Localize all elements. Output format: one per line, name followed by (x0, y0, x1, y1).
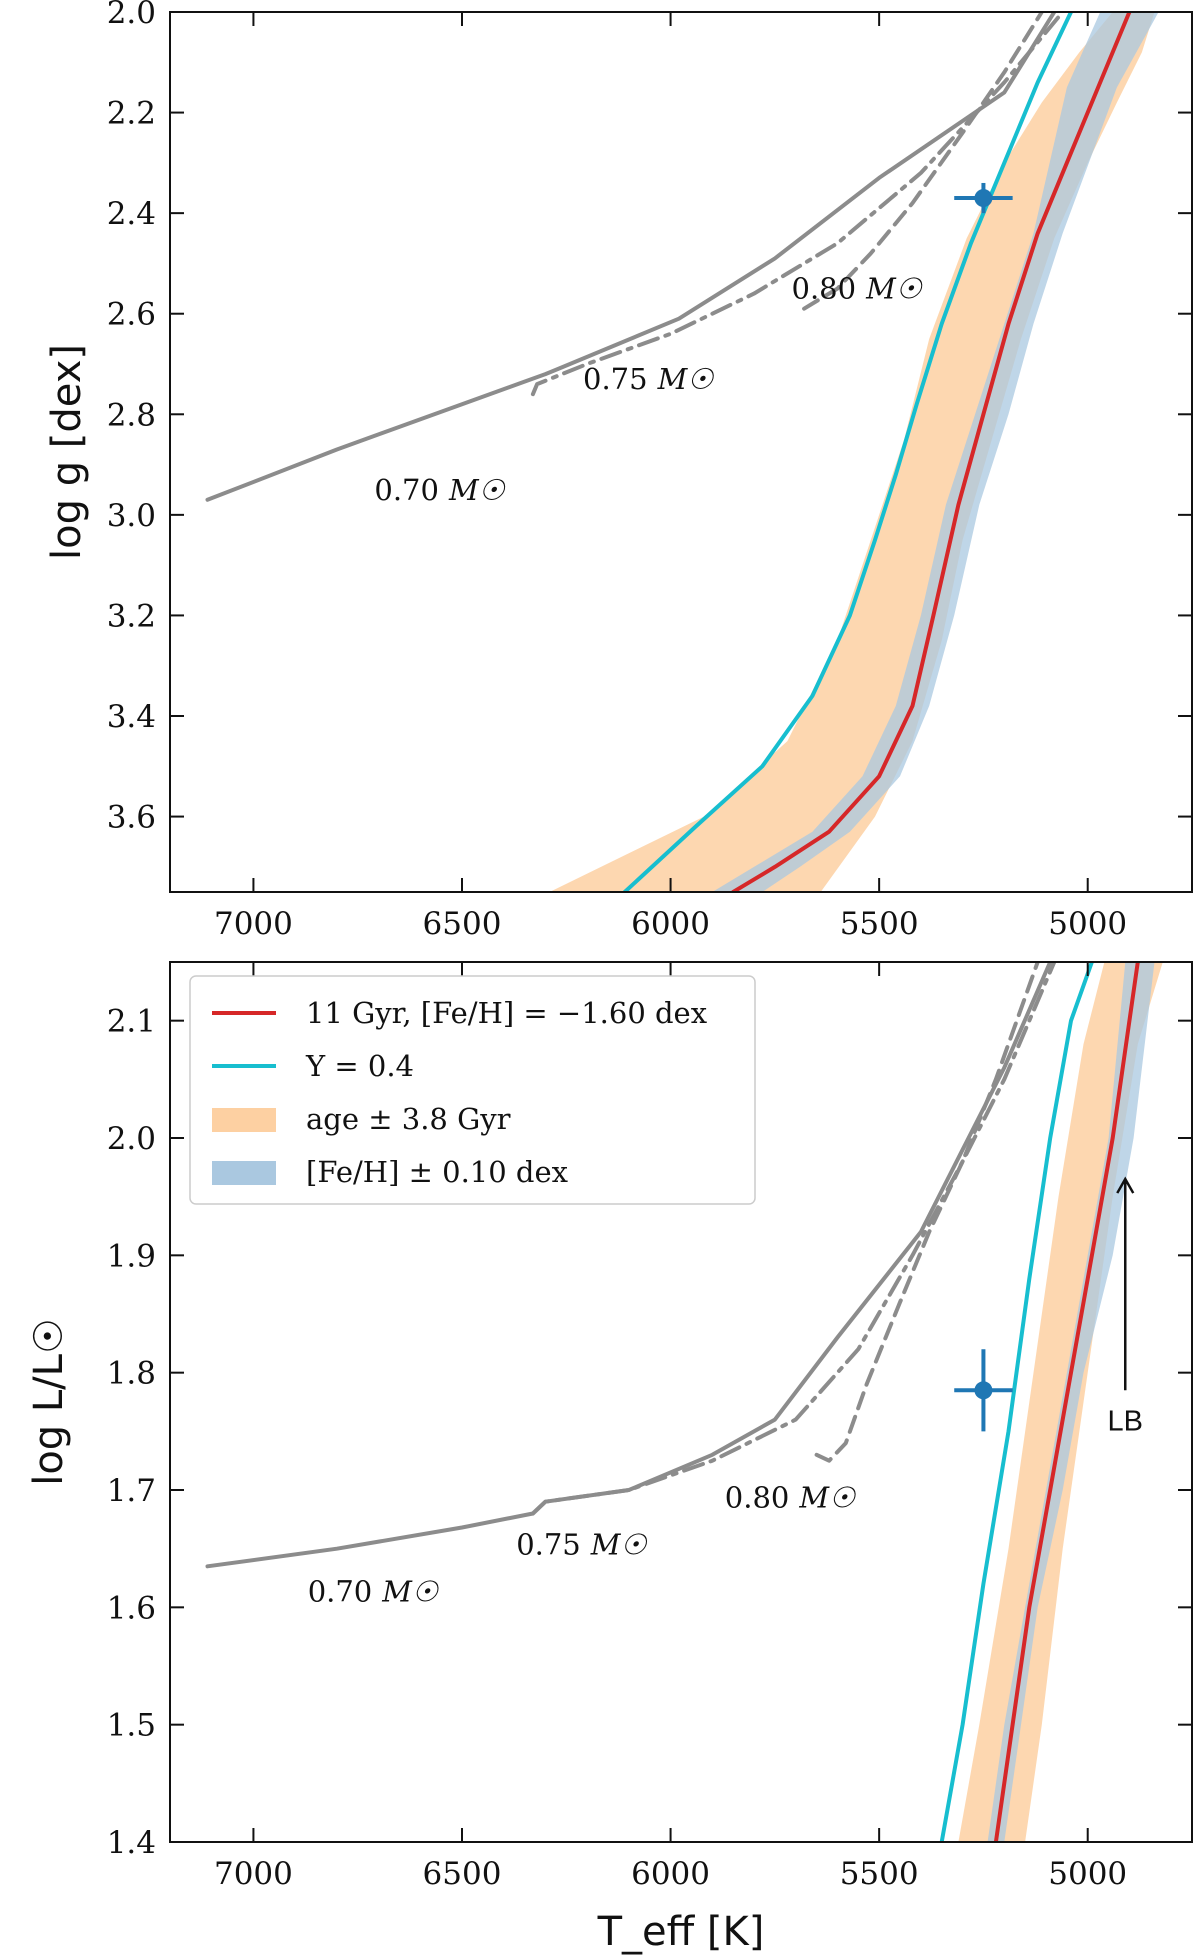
x-tick-label: 5500 (840, 1856, 919, 1892)
helium-line (939, 962, 1094, 1842)
x-tick-label: 5000 (1048, 1856, 1127, 1892)
x-tick-label: 6500 (423, 1856, 502, 1892)
band-feh (712, 12, 1159, 892)
bands-bottom (958, 962, 1163, 1842)
x-tick-label: 6500 (423, 906, 502, 942)
y-tick-label: 3.6 (107, 800, 156, 836)
ticks-bottom: 7000 6500 6000 5500 5000 1.4 1.5 1.6 1.7 1.8 1.9 2.… (107, 962, 1192, 1892)
mass-labels-bottom: 0.70 M☉ 0.75 M☉ 0.80 M☉ (308, 1481, 856, 1609)
mass-label-0.75: 0.75 M☉ (516, 1528, 647, 1562)
y-tick-label: 1.5 (107, 1708, 156, 1744)
y-tick-label: 1.7 (107, 1473, 156, 1509)
y-tick-label: 3.4 (107, 699, 156, 735)
legend-label-age: age ± 3.8 Gyr (306, 1102, 511, 1136)
y-tick-label: 2.2 (107, 96, 156, 132)
mass-label-0.80: 0.80 M☉ (725, 1481, 856, 1515)
legend-swatch-feh (212, 1161, 276, 1185)
y-axis-label-bottom: log L/L☉ (26, 1318, 72, 1486)
mass-track-2 (530, 962, 1057, 1516)
observed-star-marker (974, 189, 993, 208)
lb-label: LB (1108, 1405, 1143, 1437)
y-tick-label: 3.2 (107, 598, 156, 634)
y-tick-label: 2.8 (107, 397, 156, 433)
mass-label-0.70: 0.70 M☉ (374, 473, 505, 507)
y-tick-label: 1.9 (107, 1238, 156, 1274)
y-axis-label-top: log g [dex] (44, 344, 90, 560)
panel-bottom-logL: 0.70 M☉ 0.75 M☉ 0.80 M☉ LB 7000 6500 6000 5500… (26, 961, 1193, 1955)
legend-label-helium: Y = 0.4 (305, 1049, 414, 1083)
y-tick-label: 1.6 (107, 1590, 156, 1626)
mass-track-3 (814, 962, 1040, 1463)
x-tick-label: 7000 (214, 906, 293, 942)
x-tick-label: 5000 (1048, 906, 1127, 942)
panel-top-logg: 0.70 M☉ 0.75 M☉ 0.80 M☉ 7000 6500 6000 5500 500… (44, 0, 1193, 942)
y-tick-label: 2.4 (107, 196, 156, 232)
lb-arrowhead-icon (1116, 1176, 1135, 1194)
mass-labels-top: 0.70 M☉ 0.75 M☉ 0.80 M☉ (374, 272, 922, 507)
series-bottom (205, 962, 1140, 1842)
y-tick-label: 2.0 (107, 1121, 156, 1157)
band-age (549, 12, 1155, 892)
x-tick-label: 7000 (214, 1856, 293, 1892)
legend-label-isochrone: 11 Gyr, [Fe/H] = −1.60 dex (306, 996, 707, 1030)
isochrone-line (731, 12, 1132, 892)
mass-track-1 (205, 962, 1053, 1569)
ticks-top: 7000 6500 6000 5500 5000 2.0 2.2 2.4 2.6 2.8 3.0 3.… (107, 0, 1192, 942)
helium-line (622, 12, 1073, 892)
mass-label-0.70: 0.70 M☉ (308, 1575, 439, 1609)
y-tick-label: 2.1 (107, 1004, 156, 1040)
legend-label-feh: [Fe/H] ± 0.10 dex (306, 1155, 568, 1189)
bands-top (549, 12, 1159, 892)
observed-point-bottom (954, 1349, 1013, 1432)
mass-track-3 (802, 12, 1044, 311)
legend: 11 Gyr, [Fe/H] = −1.60 dex Y = 0.4 age ±… (189, 975, 756, 1205)
x-tick-label: 5500 (840, 906, 919, 942)
legend-box (189, 975, 756, 1205)
y-tick-label: 2.6 (107, 297, 156, 333)
y-tick-label: 1.4 (107, 1825, 156, 1861)
mass-track-1 (205, 12, 1057, 502)
y-tick-label: 1.8 (107, 1356, 156, 1392)
legend-swatch-age (212, 1108, 276, 1132)
isochrone-line (993, 962, 1140, 1842)
mass-label-0.80: 0.80 M☉ (792, 272, 923, 306)
band-feh (987, 962, 1155, 1842)
y-tick-label: 2.0 (107, 0, 156, 31)
observed-point-top (954, 182, 1013, 214)
observed-star-marker (974, 1381, 993, 1400)
mass-label-0.75: 0.75 M☉ (583, 362, 714, 396)
series-top (205, 12, 1132, 892)
frame-bottom (169, 961, 1193, 1843)
x-tick-label: 6000 (631, 906, 710, 942)
lb-arrow-group: LB (1108, 1176, 1143, 1437)
frame-top (169, 11, 1193, 893)
y-tick-label: 3.0 (107, 498, 156, 534)
x-axis-label: T_eff [K] (597, 1909, 765, 1955)
x-tick-label: 6000 (631, 1856, 710, 1892)
